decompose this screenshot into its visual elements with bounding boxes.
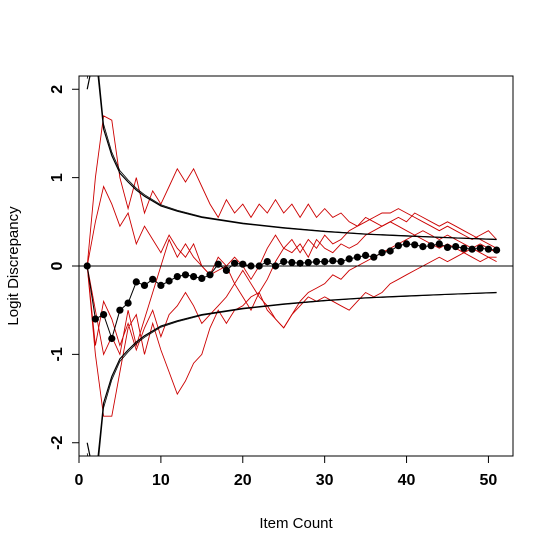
y-tick-label: -1 [49,347,66,361]
path-line-2 [86,230,497,417]
x-tick-label: 20 [234,472,252,489]
mean-point [198,274,206,282]
mean-point [222,266,230,274]
mean-point [239,260,247,268]
mean-point [386,247,394,255]
mean-point [165,277,173,285]
mean-point [370,253,378,261]
mean-point [83,262,91,270]
mean-point [443,243,452,251]
mean-line [86,243,497,341]
mean-point [321,258,329,266]
path-line-3 [86,212,497,356]
x-tick-label: 50 [480,472,498,489]
mean-point [419,243,427,251]
y-axis: -2 -1 0 1 2 [49,85,79,450]
mean-point [304,258,312,267]
mean-point [214,260,222,268]
mean-point [255,262,263,270]
y-tick-label: -2 [49,436,66,450]
path-line-5 [86,185,497,312]
y-tick-label: 1 [49,173,66,182]
mean-point [132,278,140,286]
path-line-1 [86,115,497,267]
mean-point [353,253,361,261]
x-axis-label: Item Count [259,515,333,532]
y-tick-label: 2 [49,85,66,94]
mean-point [108,334,116,343]
mean-point [329,257,337,265]
mean-point [157,281,165,289]
mean-point [435,240,443,248]
mean-point [263,258,271,266]
mean-point [468,245,476,253]
mean-point [181,271,190,279]
mean-point [124,299,132,307]
plot-content [79,76,513,456]
mean-point [247,262,255,270]
mean-point [206,271,214,279]
mean-point [231,259,239,267]
mean-point [493,246,501,254]
mean-point [452,243,460,251]
mean-point [280,258,288,266]
mean-point [427,242,435,250]
control-band-upper [86,76,497,241]
mean-point [173,273,181,281]
mean-point [190,273,198,281]
x-tick-label: 40 [398,472,416,489]
mean-point [362,251,370,259]
mean-point [91,315,99,323]
mean-point [411,241,419,249]
mean-point [312,258,321,266]
y-tick-label: 0 [49,261,66,270]
mean-point [394,242,402,250]
mean-point [402,240,411,248]
path-line-4 [86,252,497,352]
mean-point [378,249,386,257]
mean-point [345,255,353,263]
mean-point [116,306,124,314]
control-band-lower-alt [86,292,497,456]
mean-point [100,311,108,319]
x-tick-label: 0 [75,472,84,489]
mean-point [460,244,468,252]
control-band-upper-alt [86,76,497,240]
mean-point [484,245,492,253]
mean-point [140,281,149,289]
control-band-lower [86,291,497,456]
mean-point [337,258,345,266]
x-tick-label: 10 [152,472,170,489]
x-axis: 0 10 20 30 40 50 [75,456,498,489]
mean-point [271,262,280,270]
y-axis-label: Logit Discrepancy [5,206,22,326]
x-tick-label: 30 [316,472,334,489]
mean-point [288,258,296,267]
mean-point [149,275,157,283]
mean-point [476,244,484,252]
mean-point [296,259,304,267]
